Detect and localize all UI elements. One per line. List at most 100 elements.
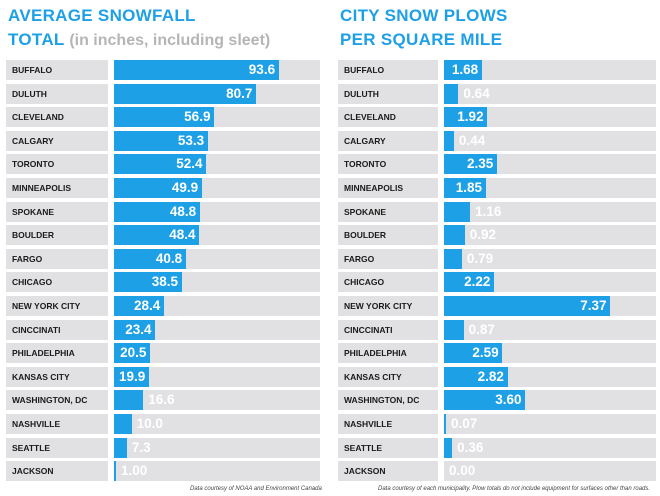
plows-category-cell: SPOKANE bbox=[338, 201, 438, 222]
plows-bar bbox=[444, 225, 465, 246]
snowfall-bar-track: 20.5 bbox=[114, 343, 320, 364]
snowfall-category-label: BOULDER bbox=[12, 230, 55, 241]
snowfall-bar bbox=[114, 130, 208, 151]
plows-category-cell: CLEVELAND bbox=[338, 107, 438, 128]
plows-category-cell: CALGARY bbox=[338, 130, 438, 151]
plows-value-label: 0.44 bbox=[458, 132, 486, 148]
snowfall-bar-track: 28.4 bbox=[114, 296, 320, 316]
snowfall-value-label: 48.8 bbox=[169, 203, 197, 219]
snowfall-bar bbox=[114, 366, 150, 387]
snowfall-row: TORONTO 52.4 bbox=[6, 154, 320, 175]
plows-category-label: TORONTO bbox=[344, 159, 387, 170]
snowfall-category-cell: NASHVILLE bbox=[6, 414, 108, 434]
snowfall-bar bbox=[114, 83, 257, 104]
snowfall-row: CINCCINATI 23.4 bbox=[6, 319, 320, 340]
plows-value-label: 0.79 bbox=[466, 250, 494, 266]
plows-category-label: BOULDER bbox=[344, 230, 387, 241]
snowfall-value-label: 20.5 bbox=[120, 345, 147, 361]
plows-category-label: NASHVILLE bbox=[344, 419, 393, 429]
snowfall-row: FARGO 40.8 bbox=[6, 248, 320, 269]
snowfall-bar bbox=[114, 343, 151, 364]
plows-category-cell: CINCCINATI bbox=[338, 319, 438, 340]
plows-value-label: 0.87 bbox=[468, 321, 495, 337]
snowfall-row: DULUTH 80.7 bbox=[6, 83, 320, 104]
snowfall-row: MINNEAPOLIS 49.9 bbox=[6, 178, 320, 198]
snowfall-bar-track: 16.6 bbox=[114, 390, 320, 411]
plows-bar-track: 2.22 bbox=[444, 272, 656, 293]
plows-category-label: DULUTH bbox=[344, 88, 379, 99]
plows-bar-track: 0.64 bbox=[444, 83, 656, 104]
plows-value-label: 2.59 bbox=[472, 345, 499, 361]
snowfall-bar bbox=[114, 437, 127, 458]
plows-value-label: 2.82 bbox=[477, 368, 504, 384]
plows-category-cell: CHICAGO bbox=[338, 272, 438, 293]
plows-bar-track: 1.85 bbox=[444, 178, 656, 198]
snowfall-bar-track: 1.00 bbox=[114, 461, 320, 482]
plows-category-label: SEATTLE bbox=[344, 442, 383, 453]
plows-bar-track: 1.92 bbox=[444, 107, 656, 128]
plows-category-label: CHICAGO bbox=[344, 277, 385, 288]
plows-category-cell: PHILADELPHIA bbox=[338, 343, 438, 364]
snowfall-bar-track: 19.9 bbox=[114, 366, 320, 387]
plows-row: BUFFALO 1.68 bbox=[338, 60, 656, 80]
plows-bar-track: 1.16 bbox=[444, 201, 656, 222]
snowfall-bar bbox=[114, 201, 200, 222]
plows-category-label: CINCCINATI bbox=[344, 324, 393, 335]
plows-value-label: 1.92 bbox=[457, 109, 484, 125]
snowfall-bar bbox=[114, 390, 144, 411]
plows-value-label: 0.36 bbox=[457, 439, 484, 455]
snowfall-value-label: 40.8 bbox=[155, 250, 183, 266]
plows-row: CALGARY 0.44 bbox=[338, 130, 656, 151]
plows-value-label: 1.16 bbox=[475, 203, 502, 219]
snowfall-row: BOULDER 48.4 bbox=[6, 225, 320, 246]
snowfall-bar bbox=[114, 154, 207, 175]
snowfall-bar bbox=[114, 107, 215, 128]
plows-bar bbox=[444, 201, 471, 222]
snowfall-category-cell: FARGO bbox=[6, 248, 108, 269]
snowfall-value-label: 28.4 bbox=[134, 298, 161, 313]
plows-bar-track: 0.07 bbox=[444, 414, 656, 434]
plows-bar bbox=[444, 296, 611, 316]
plows-value-label: 2.22 bbox=[464, 274, 491, 290]
snowfall-category-label: BUFFALO bbox=[12, 65, 53, 75]
snowfall-category-cell: CHICAGO bbox=[6, 272, 108, 293]
plows-row: PHILADELPHIA 2.59 bbox=[338, 343, 656, 364]
snowfall-bar-track: 48.4 bbox=[114, 225, 320, 246]
snowfall-value-label: 49.9 bbox=[171, 180, 199, 195]
plows-category-label: PHILADELPHIA bbox=[344, 348, 407, 359]
plows-bar bbox=[444, 248, 462, 269]
plows-value-label: 0.07 bbox=[451, 416, 478, 431]
snowfall-bar bbox=[114, 272, 182, 293]
plows-row: SEATTLE 0.36 bbox=[338, 437, 656, 458]
plows-row: TORONTO 2.35 bbox=[338, 154, 656, 175]
snowfall-value-label: 93.6 bbox=[248, 62, 276, 77]
plows-category-cell: TORONTO bbox=[338, 154, 438, 175]
snowfall-bar-track: 40.8 bbox=[114, 248, 320, 269]
snowfall-category-cell: MINNEAPOLIS bbox=[6, 178, 108, 198]
snowfall-category-label: NEW YORK CITY bbox=[12, 301, 81, 311]
plows-category-cell: DULUTH bbox=[338, 83, 438, 104]
plows-bar bbox=[444, 437, 453, 458]
snowfall-bar bbox=[114, 414, 132, 434]
snowfall-category-cell: PHILADELPHIA bbox=[6, 343, 108, 364]
snowfall-bar bbox=[114, 178, 202, 198]
snowfall-bar-track: 93.6 bbox=[114, 60, 320, 80]
snowfall-value-label: 10.0 bbox=[136, 416, 163, 431]
snowfall-title-line1: AVERAGE SNOWFALL bbox=[8, 6, 196, 25]
plows-category-label: WASHINGTON, DC bbox=[344, 395, 420, 406]
snowfall-value-label: 38.5 bbox=[151, 274, 179, 290]
snowfall-category-label: CALGARY bbox=[12, 135, 54, 146]
snowfall-title-line2: TOTAL bbox=[8, 30, 65, 49]
plows-category-label: KANSAS CITY bbox=[344, 371, 402, 382]
snowfall-row: PHILADELPHIA 20.5 bbox=[6, 343, 320, 364]
plows-bar-track: 1.68 bbox=[444, 60, 656, 80]
snowfall-category-cell: CLEVELAND bbox=[6, 107, 108, 128]
snowfall-bar-track: 48.8 bbox=[114, 201, 320, 222]
plows-row: CHICAGO 2.22 bbox=[338, 272, 656, 293]
snowfall-chart-title: AVERAGE SNOWFALL TOTAL (in inches, inclu… bbox=[8, 4, 270, 53]
plows-category-label: FARGO bbox=[344, 253, 375, 264]
plows-title-line1: CITY SNOW PLOWS bbox=[340, 6, 508, 25]
plows-value-label: 1.85 bbox=[455, 180, 482, 195]
plows-row: CINCCINATI 0.87 bbox=[338, 319, 656, 340]
snowfall-value-label: 23.4 bbox=[125, 321, 152, 337]
